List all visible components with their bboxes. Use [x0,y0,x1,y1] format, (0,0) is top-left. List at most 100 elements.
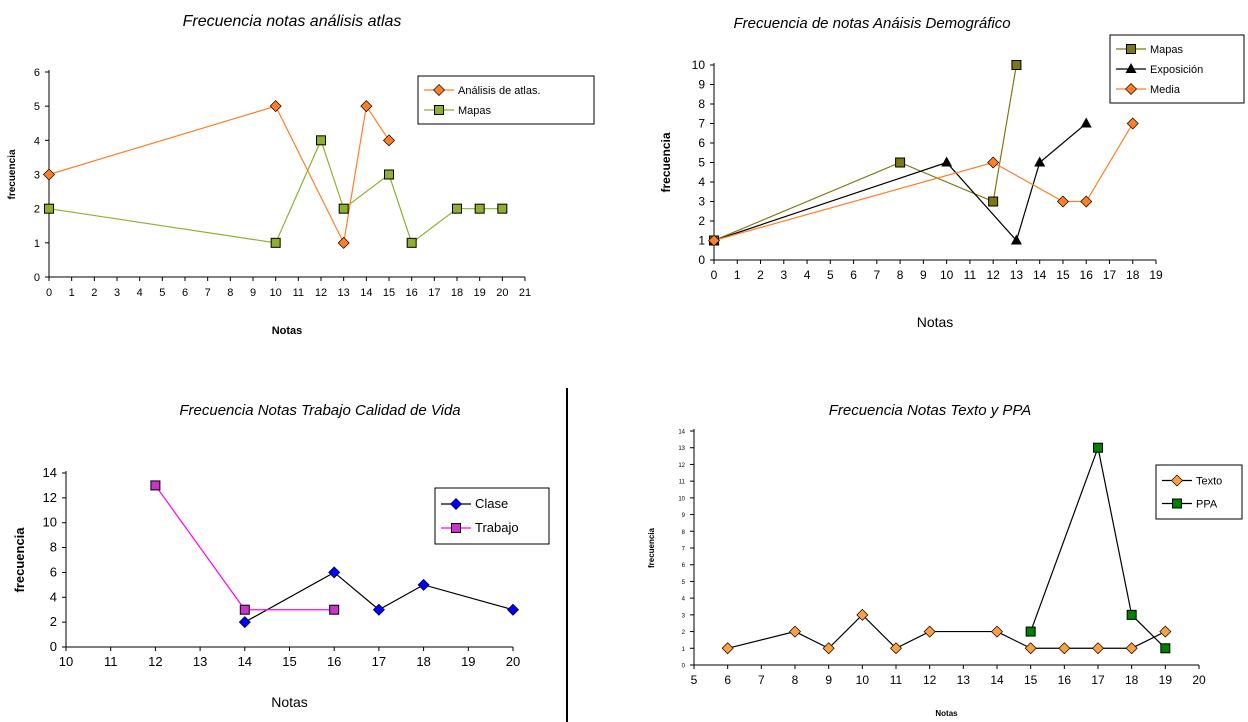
legend-marker [451,523,461,533]
data-point-series-2 [1056,195,1069,208]
x-tick-label: 11 [964,268,977,282]
y-tick-label: 0 [50,639,57,654]
legend-marker [433,84,445,96]
y-tick-label: 9 [698,78,705,92]
x-tick-label: 9 [250,287,256,299]
x-tick-label: 19 [1159,673,1173,687]
x-tick-label: 17 [1103,268,1117,282]
legend-box [434,487,550,545]
data-point-series-0 [372,603,385,616]
series-line-1 [1030,445,1166,649]
y-axis-label: frecuencia [647,527,656,568]
x-tick-label: 4 [804,268,811,282]
y-tick-label: 6 [698,136,705,150]
x-tick-label: 18 [416,654,430,669]
data-point-series-2 [1080,195,1093,208]
y-tick-label: 9 [682,513,686,519]
data-point-series-0 [1058,642,1071,655]
data-point-series-0 [43,168,55,181]
legend-label: Análisis de atlas. [458,85,541,97]
legend: Clase Trabajo [434,487,550,545]
data-point-series-0 [923,625,936,638]
x-tick-label: 7 [205,287,211,299]
y-tick-label: 2 [698,214,705,228]
data-point-series-0 [988,196,999,207]
legend: Texto PPA [1155,464,1243,520]
data-point-series-2 [987,156,1000,169]
x-tick-label: 19 [1149,268,1163,282]
x-tick-label: 14 [360,287,372,299]
y-axis-label: frecuencia [659,132,673,192]
x-tick-label: 9 [920,268,927,282]
data-point-series-0 [507,603,519,616]
legend-box [1155,464,1243,520]
x-tick-label: 18 [1125,673,1139,687]
legend-box [417,75,595,125]
chart-calidad-de-vida: Frecuencia Notas Trabajo Calidad de Vida… [12,402,550,710]
data-point-series-0 [721,642,734,655]
x-tick-label: 8 [227,287,233,299]
data-point-series-1 [44,203,54,214]
data-point-series-1 [941,156,953,167]
y-tick-label: 11 [679,480,686,486]
y-tick-label: 6 [50,564,57,579]
x-tick-label: 20 [506,654,520,669]
data-point-series-1 [406,237,417,248]
series-line-0 [48,104,390,245]
data-point-series-0 [991,625,1003,638]
x-tick-label: 13 [338,287,350,299]
y-tick-label: 4 [698,175,705,189]
legend-marker [1171,474,1183,487]
x-tick-label: 6 [724,673,731,687]
y-tick-label: 6 [682,563,686,569]
y-tick-label: 6 [34,67,40,79]
data-point-series-0 [1024,642,1037,655]
data-point-series-1 [1080,117,1092,128]
y-tick-label: 0 [34,272,40,284]
x-tick-label: 10 [856,673,870,687]
x-tick-label: 4 [137,287,143,299]
x-tick-label: 14 [238,654,252,669]
y-tick-label: 8 [50,540,57,555]
data-point-series-2 [1126,117,1139,130]
x-tick-label: 13 [957,673,971,687]
y-tick-label: 0 [682,664,686,670]
y-tick-label: 4 [50,589,57,604]
data-point-series-0 [789,625,801,638]
data-point-series-0 [822,642,835,655]
y-tick-label: 3 [682,613,686,619]
data-point-series-1 [497,203,508,214]
x-tick-label: 14 [1033,268,1047,282]
y-tick-label: 4 [34,135,40,147]
data-point-series-1 [452,203,462,214]
x-tick-label: 0 [46,287,52,299]
chart-title: Frecuencia de notas Anáisis Demográfico [733,15,1010,32]
legend: Análisis de atlas. Mapas [417,75,595,125]
data-point-series-0 [383,134,395,147]
y-tick-label: 14 [43,465,57,480]
series-line-1 [154,485,335,611]
y-tick-label: 10 [43,515,57,530]
x-tick-label: 11 [890,673,903,687]
chart-analisis-demografico: Frecuencia de notas Anáisis Demográfico 0… [659,15,1245,330]
y-tick-label: 5 [34,101,40,113]
legend-marker [1172,498,1182,509]
y-tick-label: 1 [698,234,705,248]
x-tick-label: 18 [1126,268,1140,282]
y-tick-label: 10 [678,496,685,502]
data-point-series-1 [1010,234,1022,245]
y-axis-label: frecuencia [12,527,27,593]
chart-title: Frecuencia notas análisis atlas [183,13,402,30]
x-tick-label: 3 [780,268,787,282]
y-tick-label: 7 [682,547,686,553]
x-tick-label: 17 [428,287,440,299]
data-point-series-0 [1125,642,1138,655]
x-tick-label: 8 [792,673,799,687]
x-tick-label: 17 [372,654,386,669]
data-point-series-1 [1093,442,1103,453]
data-point-series-1 [239,604,250,615]
data-point-series-0 [895,157,906,168]
legend-marker [434,105,444,115]
x-tick-label: 7 [758,673,765,687]
